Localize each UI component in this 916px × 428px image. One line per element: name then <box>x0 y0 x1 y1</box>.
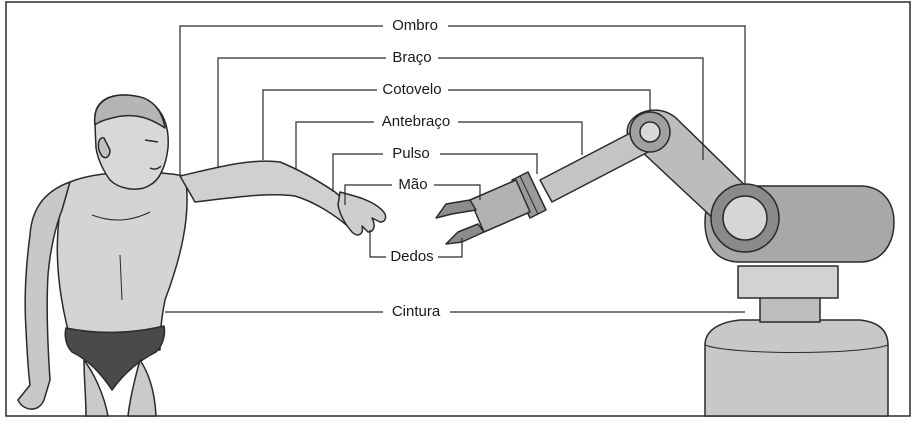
frame-border <box>5 1 911 417</box>
leader-line-mao-robot <box>434 184 481 200</box>
label-antebraco: Antebraço <box>378 113 454 131</box>
leader-line-antebraco-robot <box>458 121 583 155</box>
leader-line-cotovelo-robot <box>448 89 651 112</box>
leader-line-mao <box>344 184 392 205</box>
leader-line-cotovelo <box>262 89 377 160</box>
leader-line-dedos-robot <box>438 238 463 258</box>
label-mao: Mão <box>395 176 431 194</box>
leader-lines <box>165 25 746 313</box>
human-figure-icon <box>17 94 387 417</box>
leader-line-ombro-robot <box>448 25 746 185</box>
label-cotovelo: Cotovelo <box>379 81 445 99</box>
label-dedos: Dedos <box>387 248 437 266</box>
leader-line-braco <box>217 57 386 168</box>
leader-line-dedos <box>369 230 386 258</box>
label-braco: Braço <box>389 49 435 67</box>
label-pulso: Pulso <box>389 145 433 163</box>
label-ombro: Ombro <box>389 17 441 35</box>
leader-line-antebraco <box>295 121 374 170</box>
leader-line-pulso-robot <box>440 153 538 174</box>
label-cintura: Cintura <box>388 303 444 321</box>
leader-line-ombro <box>179 25 383 175</box>
robot-arm-icon <box>435 109 895 417</box>
leader-line-pulso <box>332 153 383 192</box>
leader-line-braco-robot <box>438 57 704 160</box>
